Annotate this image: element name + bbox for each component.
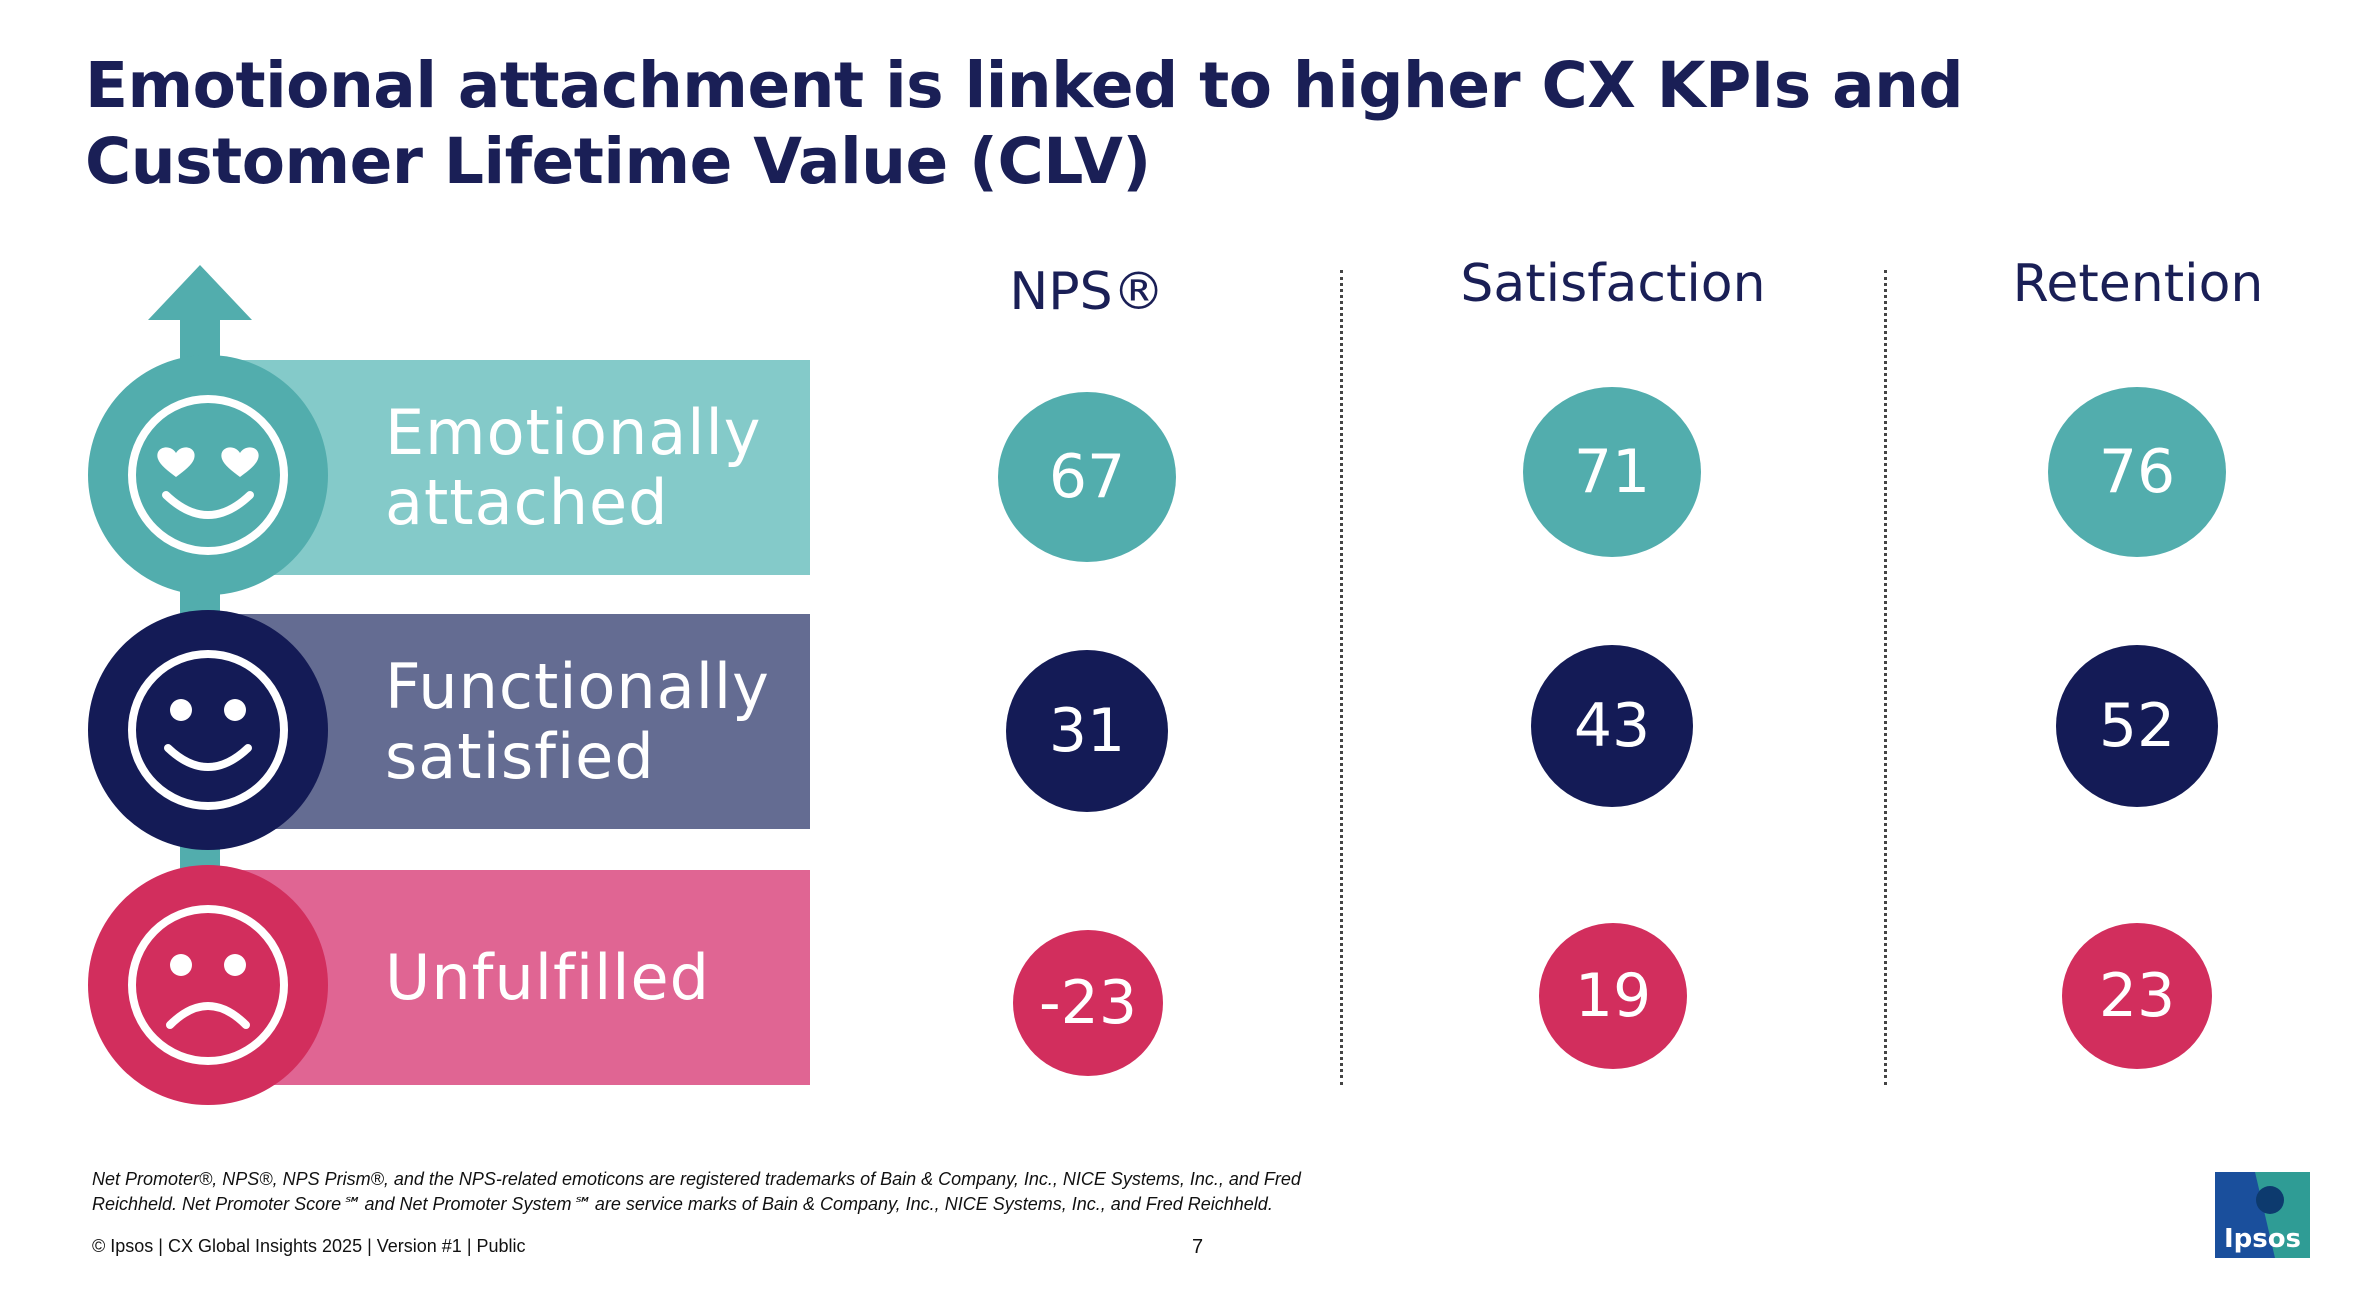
value-bubble-satisfaction-functionally-satisfied: 43 <box>1531 645 1693 807</box>
column-divider <box>1340 270 1343 1085</box>
column-header-nps: NPS® <box>1009 262 1165 322</box>
heart-eyes-smile-icon <box>88 355 328 595</box>
value-bubble-retention-unfulfilled: 23 <box>2062 923 2212 1069</box>
footer-text: © Ipsos | CX Global Insights 2025 | Vers… <box>92 1236 526 1256</box>
segment-label: attached <box>385 465 669 539</box>
value-bubble-nps-emotionally-attached: 67 <box>998 392 1176 562</box>
column-header-satisfaction: Satisfaction <box>1460 254 1766 314</box>
trademark-footnote: Net Promoter®, NPS®, NPS Prism®, and the… <box>92 1167 1392 1217</box>
upward-arrow-icon <box>148 265 252 925</box>
segment-label: satisfied <box>385 719 655 793</box>
smile-icon <box>88 610 328 850</box>
footnote-line: Net Promoter®, NPS®, NPS Prism®, and the… <box>92 1169 1301 1189</box>
value-bubble-satisfaction-unfulfilled: 19 <box>1539 923 1687 1069</box>
column-divider <box>1884 270 1887 1085</box>
segment-label: Emotionally <box>385 395 762 469</box>
frown-icon <box>88 865 328 1105</box>
ipsos-logo: Ipsos <box>2215 1172 2310 1258</box>
column-header-retention: Retention <box>2012 254 2264 314</box>
page-number: 7 <box>1192 1236 1204 1258</box>
footnote-line: Reichheld. Net Promoter Score℠ and Net P… <box>92 1194 1273 1214</box>
value-bubble-retention-emotionally-attached: 76 <box>2048 387 2226 557</box>
segment-label: Unfulfilled <box>385 940 711 1014</box>
value-bubble-nps-unfulfilled: -23 <box>1013 930 1163 1076</box>
value-bubble-satisfaction-emotionally-attached: 71 <box>1523 387 1701 557</box>
slide-title: Emotional attachment is linked to higher… <box>85 49 1964 198</box>
segment-label: Functionally <box>385 649 770 723</box>
value-bubble-nps-functionally-satisfied: 31 <box>1006 650 1168 812</box>
value-bubble-retention-functionally-satisfied: 52 <box>2056 645 2218 807</box>
